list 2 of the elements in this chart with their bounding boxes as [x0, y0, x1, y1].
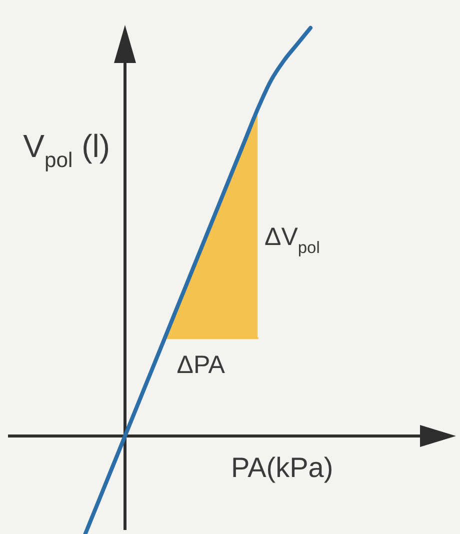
annotation: ΔPA	[176, 351, 226, 380]
x-axis-title: PA(kPa)	[231, 452, 334, 484]
